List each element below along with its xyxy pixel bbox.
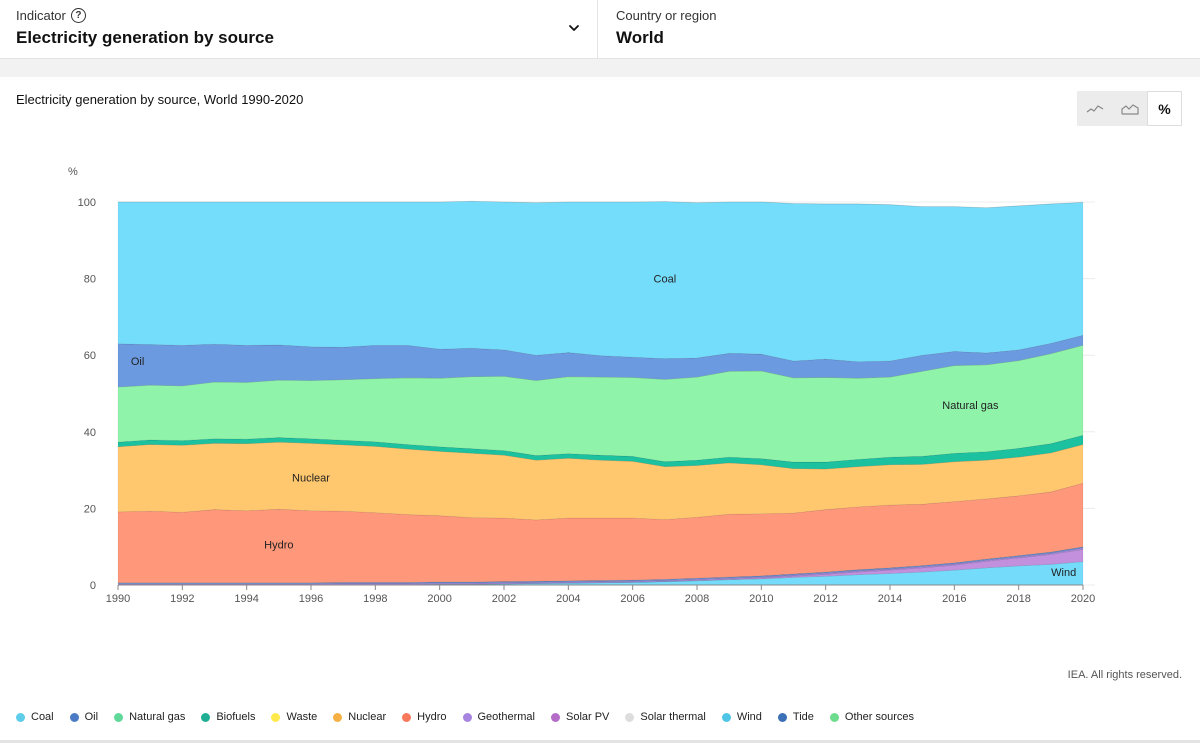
legend-item-geothermal[interactable]: Geothermal [462, 711, 535, 723]
chart-panel: 0 20 40 60 80 100% 1990 1992 1994 1996 1998 2000 200… [0, 77, 1200, 740]
top-bar: Indicator ? Electricity generation by so… [0, 0, 1200, 59]
x-tick-label: 2016 [942, 593, 966, 605]
legend-dot [550, 712, 560, 722]
stacked-area-chart: 0 20 40 60 80 100% 1990 1992 1994 1996 1998 2000 200… [68, 166, 1095, 605]
y-tick-label: 100 [78, 197, 96, 209]
area-view-button[interactable] [1112, 91, 1147, 126]
y-tick-label: 80 [84, 274, 96, 286]
y-tick-label: 20 [84, 503, 96, 515]
legend-label: Geothermal [477, 711, 535, 723]
legend-dot [69, 712, 79, 722]
legend-item-nuclear[interactable]: Nuclear [333, 711, 386, 723]
y-tick-label: 60 [84, 350, 96, 362]
x-tick-label: 1996 [299, 593, 323, 605]
legend-label: Other sources [844, 711, 914, 723]
legend-dot [721, 712, 731, 722]
indicator-value: Electricity generation by source [16, 28, 274, 47]
legend-label: Waste [286, 711, 318, 723]
country-value: World [616, 28, 664, 47]
area-coal [117, 200, 1084, 363]
y-tick-label: 40 [84, 427, 96, 439]
x-tick-label: 2018 [1006, 593, 1030, 605]
x-tick-label: 1990 [106, 593, 130, 605]
x-tick-label: 2000 [427, 593, 451, 605]
legend-label: Natural gas [129, 711, 186, 723]
legend-dot [462, 712, 472, 722]
chart-view-toggle: % [1077, 91, 1182, 126]
line-chart-icon [1086, 104, 1103, 112]
legend-item-wind[interactable]: Wind [721, 711, 762, 723]
legend-label: Tide [792, 711, 814, 723]
credit-text: IEA. All rights reserved. [1067, 669, 1182, 681]
legend-label: Solar thermal [640, 711, 706, 723]
x-tick-label: 1994 [234, 593, 258, 605]
area-label-oil: Oil [131, 356, 144, 368]
legend-item-hydro[interactable]: Hydro [402, 711, 447, 723]
legend-item-solar-pv[interactable]: Solar PV [550, 711, 610, 723]
indicator-label-wrap: Indicator ? [16, 8, 86, 23]
legend-dot [333, 712, 343, 722]
area-label-hydro: Hydro [264, 540, 293, 552]
area-label-wind: Wind [1051, 567, 1076, 579]
legend-dot [114, 712, 124, 722]
area-chart-icon [1120, 103, 1139, 115]
legend-label: Biofuels [216, 711, 256, 723]
help-icon[interactable]: ? [70, 8, 86, 23]
x-tick-label: 2004 [556, 593, 580, 605]
x-tick-label: 2012 [813, 593, 837, 605]
legend-label: Nuclear [348, 711, 387, 723]
country-selector[interactable]: Country or region World [599, 0, 1200, 58]
legend-dot [271, 712, 281, 722]
x-tick-label: 2020 [1071, 593, 1095, 605]
percent-label: % [1158, 100, 1171, 117]
legend-dot [829, 712, 839, 722]
chart-legend: Coal Oil Natural gas Biofuels Waste Nuclear Hy… [16, 711, 930, 723]
percent-view-button[interactable]: % [1147, 91, 1182, 126]
y-axis-label: % [68, 166, 78, 178]
country-label: Country or region [616, 8, 717, 23]
legend-dot [402, 712, 412, 722]
area-edge-coal [118, 200, 1084, 209]
legend-item-coal[interactable]: Coal [16, 711, 54, 723]
legend-item-solar-thermal[interactable]: Solar thermal [625, 711, 706, 723]
chevron-down-icon[interactable] [568, 22, 580, 34]
legend-dot [16, 712, 25, 722]
legend-dot [625, 712, 635, 722]
x-tick-label: 2014 [878, 593, 902, 605]
area-label-natural-gas: Natural gas [942, 400, 999, 412]
legend-label: Wind [736, 711, 762, 723]
legend-item-oil[interactable]: Oil [69, 711, 99, 723]
legend-dot [777, 712, 787, 722]
x-tick-label: 2010 [749, 593, 773, 605]
legend-item-biofuels[interactable]: Biofuels [201, 711, 255, 723]
x-tick-label: 2008 [685, 593, 709, 605]
legend-label: Oil [84, 711, 99, 723]
x-tick-label: 1992 [170, 593, 194, 605]
indicator-selector[interactable]: Indicator ? Electricity generation by so… [0, 0, 598, 58]
legend-dot [201, 712, 211, 722]
chart-title: Electricity generation by source, World … [16, 92, 304, 107]
legend-label: Solar PV [565, 711, 610, 723]
legend-item-other-sources[interactable]: Other sources [829, 711, 914, 723]
legend-label: Hydro [417, 711, 447, 723]
legend-item-natural-gas[interactable]: Natural gas [114, 711, 185, 723]
indicator-label: Indicator [16, 8, 66, 23]
y-tick-label: 0 [90, 580, 96, 592]
legend-label: Coal [31, 711, 54, 723]
area-label-coal: Coal [654, 273, 677, 285]
x-tick-label: 1998 [363, 593, 387, 605]
area-label-nuclear: Nuclear [292, 473, 330, 485]
bottom-divider [0, 740, 1200, 743]
legend-item-waste[interactable]: Waste [271, 711, 317, 723]
x-tick-label: 2002 [492, 593, 516, 605]
line-view-button[interactable] [1077, 91, 1112, 126]
legend-item-tide[interactable]: Tide [777, 711, 814, 723]
x-tick-label: 2006 [620, 593, 644, 605]
